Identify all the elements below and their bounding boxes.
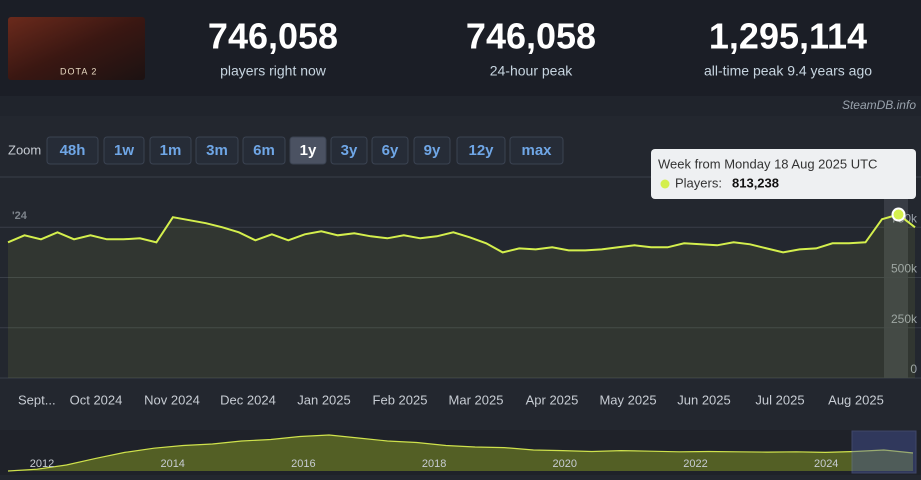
navigator-area bbox=[8, 435, 913, 471]
y-tick-label: 500k bbox=[891, 262, 918, 276]
zoom-button[interactable] bbox=[242, 136, 286, 165]
game-logo bbox=[8, 17, 145, 80]
zoom-button[interactable] bbox=[509, 136, 564, 165]
x-tick-label: Aug 2025 bbox=[828, 392, 884, 407]
y-tick-label: 0 bbox=[910, 362, 917, 376]
x-tick-label: Sept... bbox=[18, 392, 56, 407]
x-tick-label: Oct 2024 bbox=[70, 392, 123, 407]
zoom-button-label[interactable]: 3y bbox=[341, 142, 358, 159]
zoom-button-label[interactable]: 12y bbox=[468, 142, 494, 159]
zoom-button-label[interactable]: max bbox=[521, 142, 552, 159]
tooltip-title: Week from Monday 18 Aug 2025 UTC bbox=[658, 156, 877, 171]
zoom-button-label[interactable]: 1y bbox=[300, 142, 317, 159]
stat-value: 746,058 bbox=[208, 16, 338, 57]
stat-label: 24-hour peak bbox=[490, 63, 574, 79]
x-tick-label: Nov 2024 bbox=[144, 392, 200, 407]
site-bar bbox=[0, 96, 921, 116]
zoom-button[interactable] bbox=[103, 136, 145, 165]
navigator-selection[interactable] bbox=[851, 430, 917, 474]
tooltip-label: Players: bbox=[675, 175, 722, 190]
zoom-button[interactable] bbox=[195, 136, 239, 165]
zoom-label: Zoom bbox=[8, 142, 41, 157]
x-tick-label: Feb 2025 bbox=[373, 392, 428, 407]
navigator-year: 2024 bbox=[814, 458, 838, 470]
zoom-button-label[interactable]: 6m bbox=[253, 142, 275, 159]
x-tick-label: Jun 2025 bbox=[677, 392, 731, 407]
year-annotation: '24 bbox=[12, 210, 28, 222]
x-tick-label: Jan 2025 bbox=[297, 392, 351, 407]
navigator-year: 2016 bbox=[291, 458, 315, 470]
zoom-button-label[interactable]: 1m bbox=[160, 142, 182, 159]
stat-label: all-time peak 9.4 years ago bbox=[704, 63, 872, 79]
stat-value: 1,295,114 bbox=[709, 16, 867, 57]
y-tick-label: 250k bbox=[891, 312, 918, 326]
player-line bbox=[7, 213, 916, 254]
x-tick-label: Mar 2025 bbox=[449, 392, 504, 407]
stat-value: 746,058 bbox=[466, 16, 596, 57]
navigator-year: 2020 bbox=[553, 458, 577, 470]
navigator-year: 2012 bbox=[30, 458, 54, 470]
zoom-button-label[interactable]: 1w bbox=[114, 142, 134, 159]
navigator-year: 2022 bbox=[683, 458, 707, 470]
navigator-year: 2018 bbox=[422, 458, 446, 470]
x-tick-label: Dec 2024 bbox=[220, 392, 276, 407]
x-tick-label: Jul 2025 bbox=[755, 392, 804, 407]
zoom-button[interactable] bbox=[330, 136, 368, 165]
navigator-line bbox=[7, 434, 914, 472]
zoom-button-label[interactable]: 3m bbox=[206, 142, 228, 159]
tooltip-value: 813,238 bbox=[732, 175, 779, 190]
x-tick-label: May 2025 bbox=[599, 392, 656, 407]
zoom-button-label[interactable]: 9y bbox=[424, 142, 441, 159]
zoom-button-label[interactable]: 6y bbox=[382, 142, 399, 159]
hover-marker bbox=[891, 207, 906, 222]
stat-label: players right now bbox=[220, 63, 327, 79]
zoom-button[interactable] bbox=[456, 136, 506, 165]
tooltip-dot bbox=[660, 179, 670, 189]
header bbox=[0, 0, 921, 96]
zoom-button[interactable] bbox=[371, 136, 409, 165]
x-tick-label: Apr 2025 bbox=[526, 392, 579, 407]
logo-text: DOTA 2 bbox=[60, 66, 97, 76]
zoom-button[interactable] bbox=[149, 136, 192, 165]
zoom-button[interactable] bbox=[289, 136, 327, 165]
site-name: SteamDB.info bbox=[842, 98, 916, 112]
line-area bbox=[8, 214, 915, 378]
zoom-button-label[interactable]: 48h bbox=[60, 142, 86, 159]
zoom-button[interactable] bbox=[46, 136, 99, 165]
tooltip bbox=[651, 149, 916, 199]
navigator-year: 2014 bbox=[160, 458, 184, 470]
zoom-button[interactable] bbox=[413, 136, 451, 165]
